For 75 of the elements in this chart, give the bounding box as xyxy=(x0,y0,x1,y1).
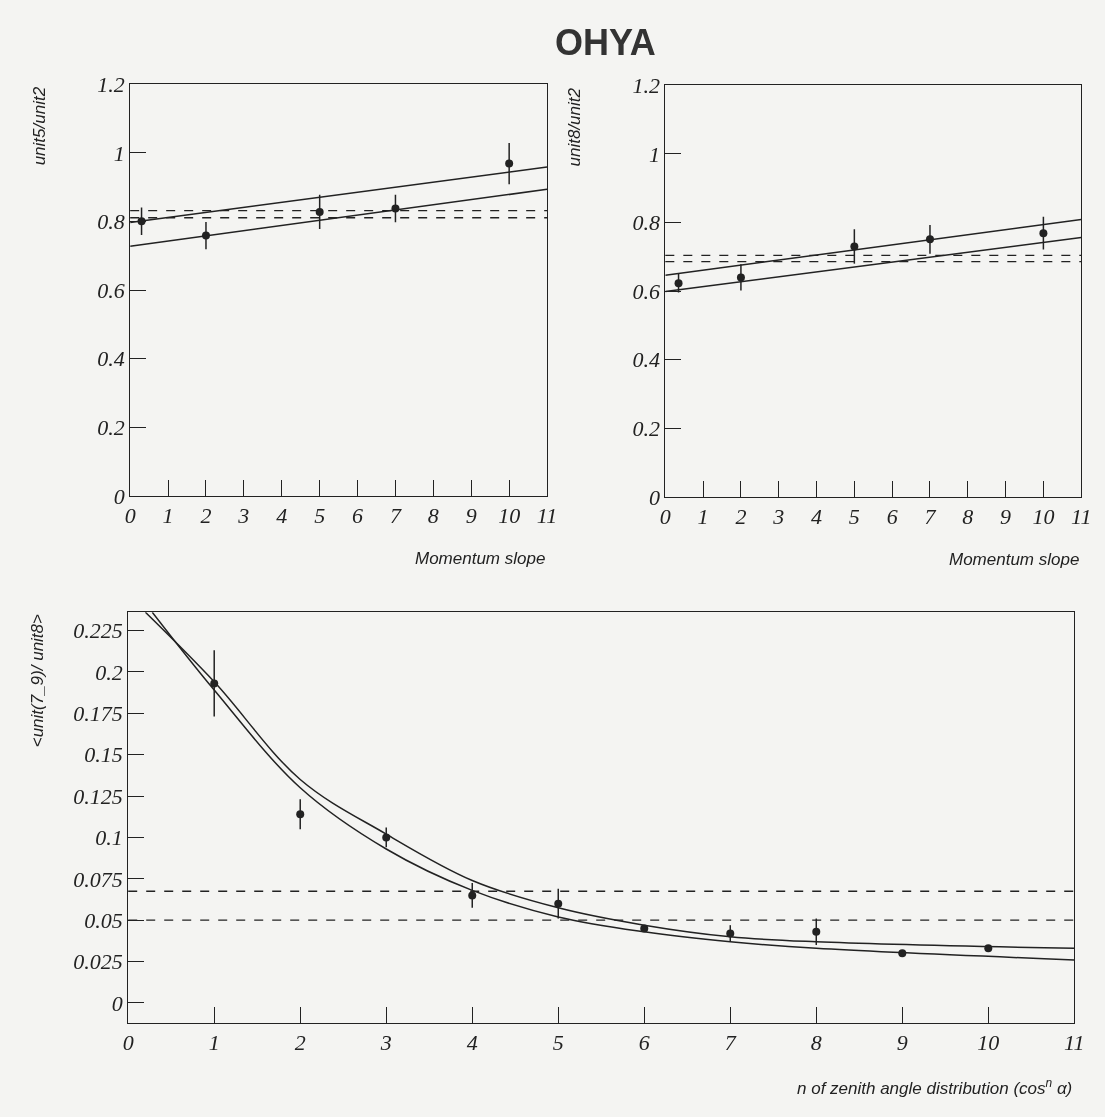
x-tick-label: 2 xyxy=(735,504,747,530)
x-tick-label: 4 xyxy=(276,503,288,529)
y-tick-label: 0.1 xyxy=(95,825,123,851)
x-tick-label: 9 xyxy=(896,1030,908,1056)
chart-title: OHYA xyxy=(555,22,656,63)
y-tick-label: 0.6 xyxy=(632,278,660,304)
point xyxy=(554,899,563,908)
point xyxy=(505,159,514,168)
x-tick-label: 10 xyxy=(977,1030,1000,1056)
y-tick-label: 0 xyxy=(113,483,125,509)
y-tick-label: 0.075 xyxy=(73,866,123,892)
x-tick-label: 3 xyxy=(772,504,785,530)
point xyxy=(736,273,745,282)
y-axis-title: <unit(7_9)/ unit8> xyxy=(27,613,47,748)
point xyxy=(315,207,324,216)
x-tick-label: 8 xyxy=(427,503,439,529)
x-tick-label: 2 xyxy=(200,503,212,529)
x-axis-title: Momentum slope xyxy=(415,549,546,568)
x-tick-label: 3 xyxy=(379,1030,392,1056)
point xyxy=(674,279,683,288)
x-tick-label: 1 xyxy=(697,504,709,530)
y-tick-label: 1.2 xyxy=(632,73,660,99)
x-tick-label: 11 xyxy=(1071,504,1092,530)
x-tick-label: 7 xyxy=(724,1030,737,1056)
x-tick-label: 8 xyxy=(810,1030,822,1056)
y-tick-label: 0.225 xyxy=(73,618,123,644)
x-tick-label: 3 xyxy=(237,503,250,529)
y-tick-label: 0.8 xyxy=(632,210,660,236)
x-tick-label: 10 xyxy=(1032,504,1055,530)
x-tick-label: 9 xyxy=(1000,504,1012,530)
x-axis-title: n of zenith angle distribution (cos$^{n}$ α) xyxy=(797,1076,1073,1099)
y-tick-label: 0.025 xyxy=(73,949,123,975)
x-tick-label: 9 xyxy=(465,503,477,529)
y-tick-label: 0.8 xyxy=(97,209,125,235)
point xyxy=(850,242,859,251)
x-tick-label: 1 xyxy=(208,1030,220,1056)
x-tick-label: 1 xyxy=(162,503,174,529)
point xyxy=(468,891,477,900)
x-tick-label: 6 xyxy=(638,1030,650,1056)
point xyxy=(1039,229,1048,238)
y-axis-title: unit5/unit2 xyxy=(29,86,49,166)
y-tick-label: 0 xyxy=(648,484,660,510)
x-tick-label: 5 xyxy=(314,503,326,529)
x-tick-label: 7 xyxy=(389,503,402,529)
y-tick-label: 0.2 xyxy=(95,659,123,685)
x-tick-label: 4 xyxy=(466,1030,478,1056)
y-tick-label: 1.2 xyxy=(97,72,125,98)
y-tick-label: 0.175 xyxy=(73,700,123,726)
x-tick-label: 6 xyxy=(352,503,364,529)
x-tick-label: 11 xyxy=(1064,1030,1085,1056)
y-tick-label: 0.2 xyxy=(97,415,125,441)
y-tick-label: 0.4 xyxy=(97,346,125,372)
x-tick-label: 7 xyxy=(924,504,937,530)
x-tick-label: 10 xyxy=(498,503,521,529)
x-axis-title: Momentum slope xyxy=(949,550,1080,569)
y-tick-label: 0 xyxy=(111,990,123,1016)
x-tick-label: 6 xyxy=(886,504,898,530)
y-tick-label: 0.6 xyxy=(97,277,125,303)
y-tick-label: 0.4 xyxy=(632,347,660,373)
point xyxy=(726,929,735,938)
y-tick-label: 0.05 xyxy=(84,907,123,933)
x-tick-label: 2 xyxy=(294,1030,306,1056)
y-tick-label: 0.2 xyxy=(632,416,660,441)
x-tick-label: 5 xyxy=(552,1030,564,1056)
y-tick-label: 0.125 xyxy=(73,783,123,809)
x-tick-label: 4 xyxy=(811,504,823,530)
y-tick-label: 0.15 xyxy=(84,742,123,768)
y-axis-title: unit8/unit2 xyxy=(564,87,584,167)
y-tick-label: 1 xyxy=(648,141,660,167)
x-tick-label: 8 xyxy=(962,504,974,530)
point xyxy=(812,927,821,936)
y-tick-label: 1 xyxy=(113,140,125,166)
x-tick-label: 5 xyxy=(848,504,860,530)
x-tick-label: 11 xyxy=(536,503,558,529)
point xyxy=(296,810,305,819)
